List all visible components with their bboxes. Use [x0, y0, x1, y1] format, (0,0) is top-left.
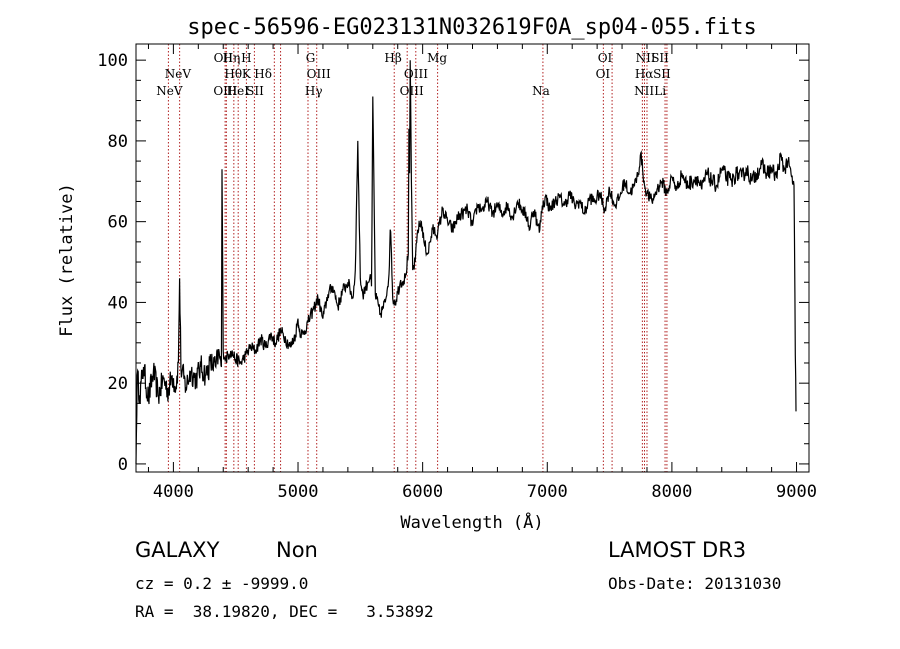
line-label: OIII: [404, 67, 428, 81]
redshift-text: cz = 0.2 ± -9999.0: [135, 574, 309, 593]
line-label: Hθ: [224, 67, 242, 81]
y-tick-label: 20: [108, 374, 128, 394]
y-axis-ticks: 0 20 40 60 80 100: [97, 51, 809, 475]
coordinates-text: RA = 38.19820, DEC = 3.53892: [135, 602, 434, 621]
x-tick-label: 6000: [402, 482, 443, 502]
y-tick-label: 40: [108, 293, 128, 313]
survey-name: LAMOST DR3: [608, 538, 747, 562]
x-tick-label: 7000: [527, 482, 568, 502]
line-label: SII: [651, 51, 669, 65]
line-label: OIII: [307, 67, 331, 81]
x-tick-label: 9000: [776, 482, 817, 502]
y-axis-label: Flux (relative): [57, 183, 77, 337]
line-label: Li: [654, 84, 666, 98]
line-label: Hγ: [305, 84, 323, 98]
line-label: NeV: [156, 84, 183, 98]
emission-line-markers: [167, 44, 668, 472]
line-label: OI: [596, 67, 611, 81]
line-label: H: [241, 51, 251, 65]
line-label: K: [242, 67, 252, 81]
y-tick-label: 60: [108, 213, 128, 233]
x-tick-label: 8000: [651, 482, 692, 502]
emission-line-labels: NeVNeVOIIOIIIHηHθHeIHKSIIHδGOIIIHγHβOIII…: [156, 51, 671, 98]
line-label: OIII: [213, 84, 237, 98]
line-label: NII: [636, 51, 656, 65]
line-label: Na: [532, 84, 550, 98]
x-axis-label: Wavelength (Å): [400, 511, 543, 533]
line-label: Hβ: [384, 51, 401, 65]
line-label: OI: [598, 51, 613, 65]
line-label: Hη: [223, 51, 241, 65]
x-tick-label: 4000: [153, 482, 194, 502]
y-tick-label: 0: [118, 455, 128, 475]
line-label: NII: [634, 84, 654, 98]
spectrum-line: [135, 60, 797, 464]
y-tick-label: 100: [97, 51, 128, 71]
chart-title: spec-56596-EG023131N032619F0A_sp04-055.f…: [187, 15, 757, 40]
line-label: OII: [214, 51, 234, 65]
line-label: Mg: [427, 51, 447, 65]
line-label: NeV: [165, 67, 192, 81]
line-label: Hα: [635, 67, 654, 81]
y-tick-label: 80: [108, 132, 128, 152]
line-label: SII: [653, 67, 671, 81]
line-label: Hδ: [254, 67, 272, 81]
obs-date-text: Obs-Date: 20131030: [608, 574, 782, 593]
object-subclass: Non: [276, 538, 318, 562]
object-class: GALAXY: [135, 538, 220, 562]
line-label: SII: [246, 84, 264, 98]
line-label: G: [306, 51, 316, 65]
line-label: OIII: [400, 84, 424, 98]
x-tick-label: 5000: [278, 482, 319, 502]
x-axis-ticks: 4000 5000 6000 7000 8000 9000: [147, 44, 817, 502]
line-label: HeI: [227, 84, 250, 98]
